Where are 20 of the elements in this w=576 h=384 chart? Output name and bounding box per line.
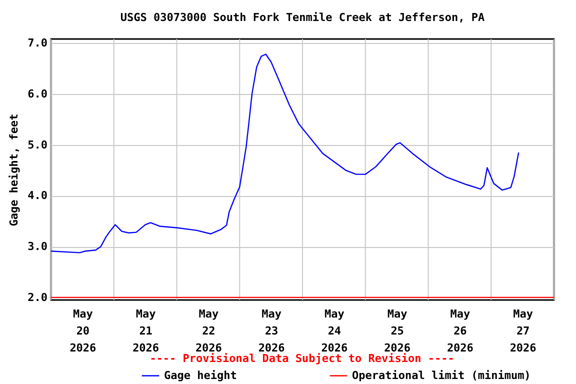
- y-tick-label: 6.0: [28, 87, 48, 100]
- y-tick-label: 3.0: [28, 240, 48, 254]
- x-tick-label: May 22 2026: [195, 308, 222, 354]
- line-series: [51, 54, 520, 254]
- x-tick-label: May 23 2026: [258, 308, 286, 354]
- text: ---- Provisional Data Subject to Revision ----: [150, 352, 454, 365]
- legend-label: Gage height: [164, 368, 237, 382]
- x-tick-label: May 21 2026: [132, 308, 160, 354]
- y-tick-label: 7.0: [28, 36, 48, 50]
- x-tick-label: May 25 2026: [384, 308, 411, 354]
- y-tick-label: 5.0: [28, 138, 48, 152]
- x-tick-label: May 24 2026: [321, 308, 348, 354]
- x-tick-label: May 26 2026: [446, 308, 474, 354]
- x-tick-label: May 27 2026: [510, 308, 537, 354]
- y-axis-title: Gage height, feet: [8, 114, 21, 226]
- legend-label: Operational limit (minimum): [352, 368, 531, 382]
- chart-title: USGS 03073000 South Fork Tenmile Creek at Jefferson, PA: [120, 11, 485, 24]
- x-tick-label: May 20 2026: [70, 308, 97, 354]
- y-tick-label: 2.0: [28, 290, 48, 304]
- y-tick-label: 4.0: [28, 189, 48, 202]
